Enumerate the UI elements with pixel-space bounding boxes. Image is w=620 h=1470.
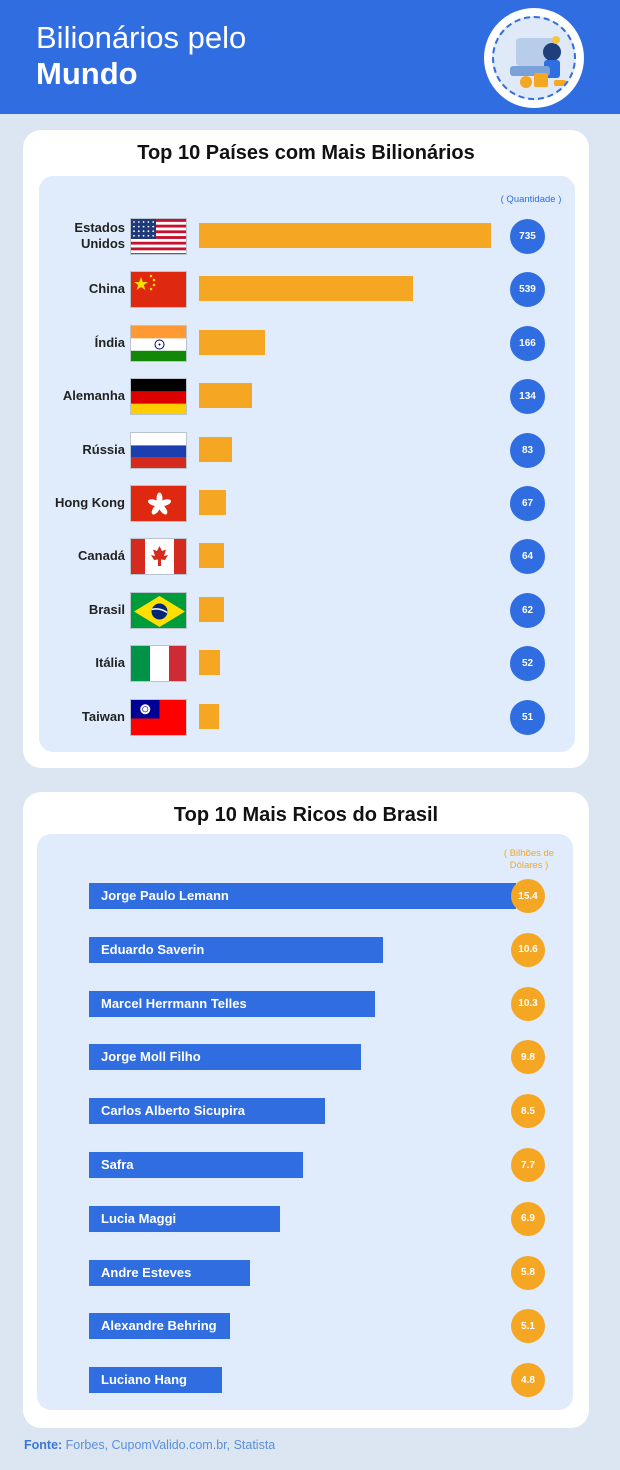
country-bar — [199, 436, 232, 462]
country-bar — [199, 223, 491, 248]
country-bar — [199, 650, 220, 676]
country-label: Canadá — [78, 548, 125, 564]
richest-card: Top 10 Mais Ricos do Brasil ( Bilhões de… — [23, 792, 589, 1428]
page-title: Bilionários pelo Mundo — [36, 20, 246, 92]
country-value-label: 735 — [510, 219, 545, 254]
country-label: China — [88, 281, 125, 297]
person-bar: Carlos Alberto Sicupira — [89, 1098, 325, 1125]
person-bar: Marcel Herrmann Telles — [89, 990, 375, 1017]
country-value-label: 83 — [510, 432, 545, 468]
country-label: Hong Kong — [54, 495, 125, 510]
canada-flag-icon — [130, 538, 187, 576]
hong-kong-flag-icon — [130, 485, 187, 522]
countries-unit-label: ( Quantidade ) — [500, 194, 562, 205]
person-value-label: 10.3 — [511, 986, 545, 1021]
taiwan-flag-icon — [130, 698, 187, 736]
country-value-label: 64 — [510, 539, 545, 575]
brazil-flag-icon — [130, 591, 187, 629]
germany-flag-icon — [130, 378, 187, 416]
country-value-label: 166 — [510, 325, 545, 361]
country-value-label: 51 — [510, 699, 545, 735]
country-label: Itália — [95, 655, 125, 671]
italy-flag-icon — [130, 645, 187, 683]
person-value-label: 4.8 — [511, 1363, 545, 1398]
richest-chart-panel: ( Bilhões de Dólares ) Jorge Paulo Leman… — [37, 834, 573, 1410]
person-value-label: 5.8 — [511, 1255, 545, 1290]
person-value-label: 9.8 — [511, 1040, 545, 1075]
richest-chart-title: Top 10 Mais Ricos do Brasil — [173, 804, 439, 826]
country-value-label: 539 — [510, 272, 545, 308]
country-bar — [199, 543, 225, 569]
page-title-line2: Mundo — [36, 56, 138, 91]
countries-chart-panel: ( Quantidade ) Estados Unidos 735 China 539 Í… — [39, 176, 575, 752]
us-flag-icon — [130, 218, 187, 255]
country-label: Rússia — [82, 441, 125, 457]
source-footer: Fonte: Forbes, CupomValido.com.br, Stati… — [24, 1438, 275, 1452]
country-label: Alemanha — [62, 388, 125, 404]
person-bar: Safra — [89, 1152, 303, 1178]
country-label: Taiwan — [81, 708, 125, 724]
billionaire-illustration-badge — [484, 8, 584, 108]
person-bar: Eduardo Saverin — [89, 936, 383, 963]
country-label: Estados Unidos — [74, 220, 125, 251]
country-label: Índia — [94, 334, 125, 350]
country-value-label: 52 — [510, 646, 545, 682]
header-banner: Bilionários pelo Mundo — [0, 0, 620, 114]
russia-flag-icon — [130, 431, 187, 469]
person-bar: Luciano Hang — [89, 1367, 223, 1394]
person-bar: Alexandre Behring — [89, 1313, 231, 1340]
person-bar: Andre Esteves — [89, 1259, 250, 1286]
country-value-label: 62 — [510, 592, 545, 628]
person-value-label: 15.4 — [511, 879, 545, 913]
person-bar: Lucia Maggi — [89, 1205, 281, 1232]
person-value-label: 7.7 — [511, 1148, 545, 1182]
country-bar — [199, 596, 224, 622]
country-value-label: 67 — [510, 486, 545, 521]
source-label: Fonte: — [24, 1438, 63, 1452]
countries-card: Top 10 Países com Mais Bilionários ( Qua… — [23, 130, 589, 768]
country-bar — [199, 703, 220, 729]
country-bar — [199, 383, 253, 409]
person-bar: Jorge Paulo Lemann — [89, 883, 516, 909]
india-flag-icon — [130, 324, 187, 362]
country-bar — [199, 490, 226, 515]
source-list: Forbes, CupomValido.com.br, Statista — [65, 1438, 276, 1452]
person-value-label: 6.9 — [511, 1201, 545, 1236]
page-title-line1: Bilionários pelo — [36, 20, 247, 55]
country-value-label: 134 — [510, 379, 545, 415]
countries-chart-title: Top 10 Países com Mais Bilionários — [137, 142, 475, 164]
money-illustration-icon — [492, 16, 576, 100]
country-bar — [199, 276, 414, 302]
country-bar — [199, 329, 265, 355]
person-value-label: 10.6 — [511, 932, 545, 967]
person-bar: Jorge Moll Filho — [89, 1044, 361, 1071]
china-flag-icon — [130, 271, 187, 309]
person-value-label: 5.1 — [511, 1309, 545, 1344]
country-label: Brasil — [88, 601, 125, 617]
person-value-label: 8.5 — [511, 1094, 545, 1129]
richest-unit-label: ( Bilhões de Dólares ) — [503, 848, 555, 871]
